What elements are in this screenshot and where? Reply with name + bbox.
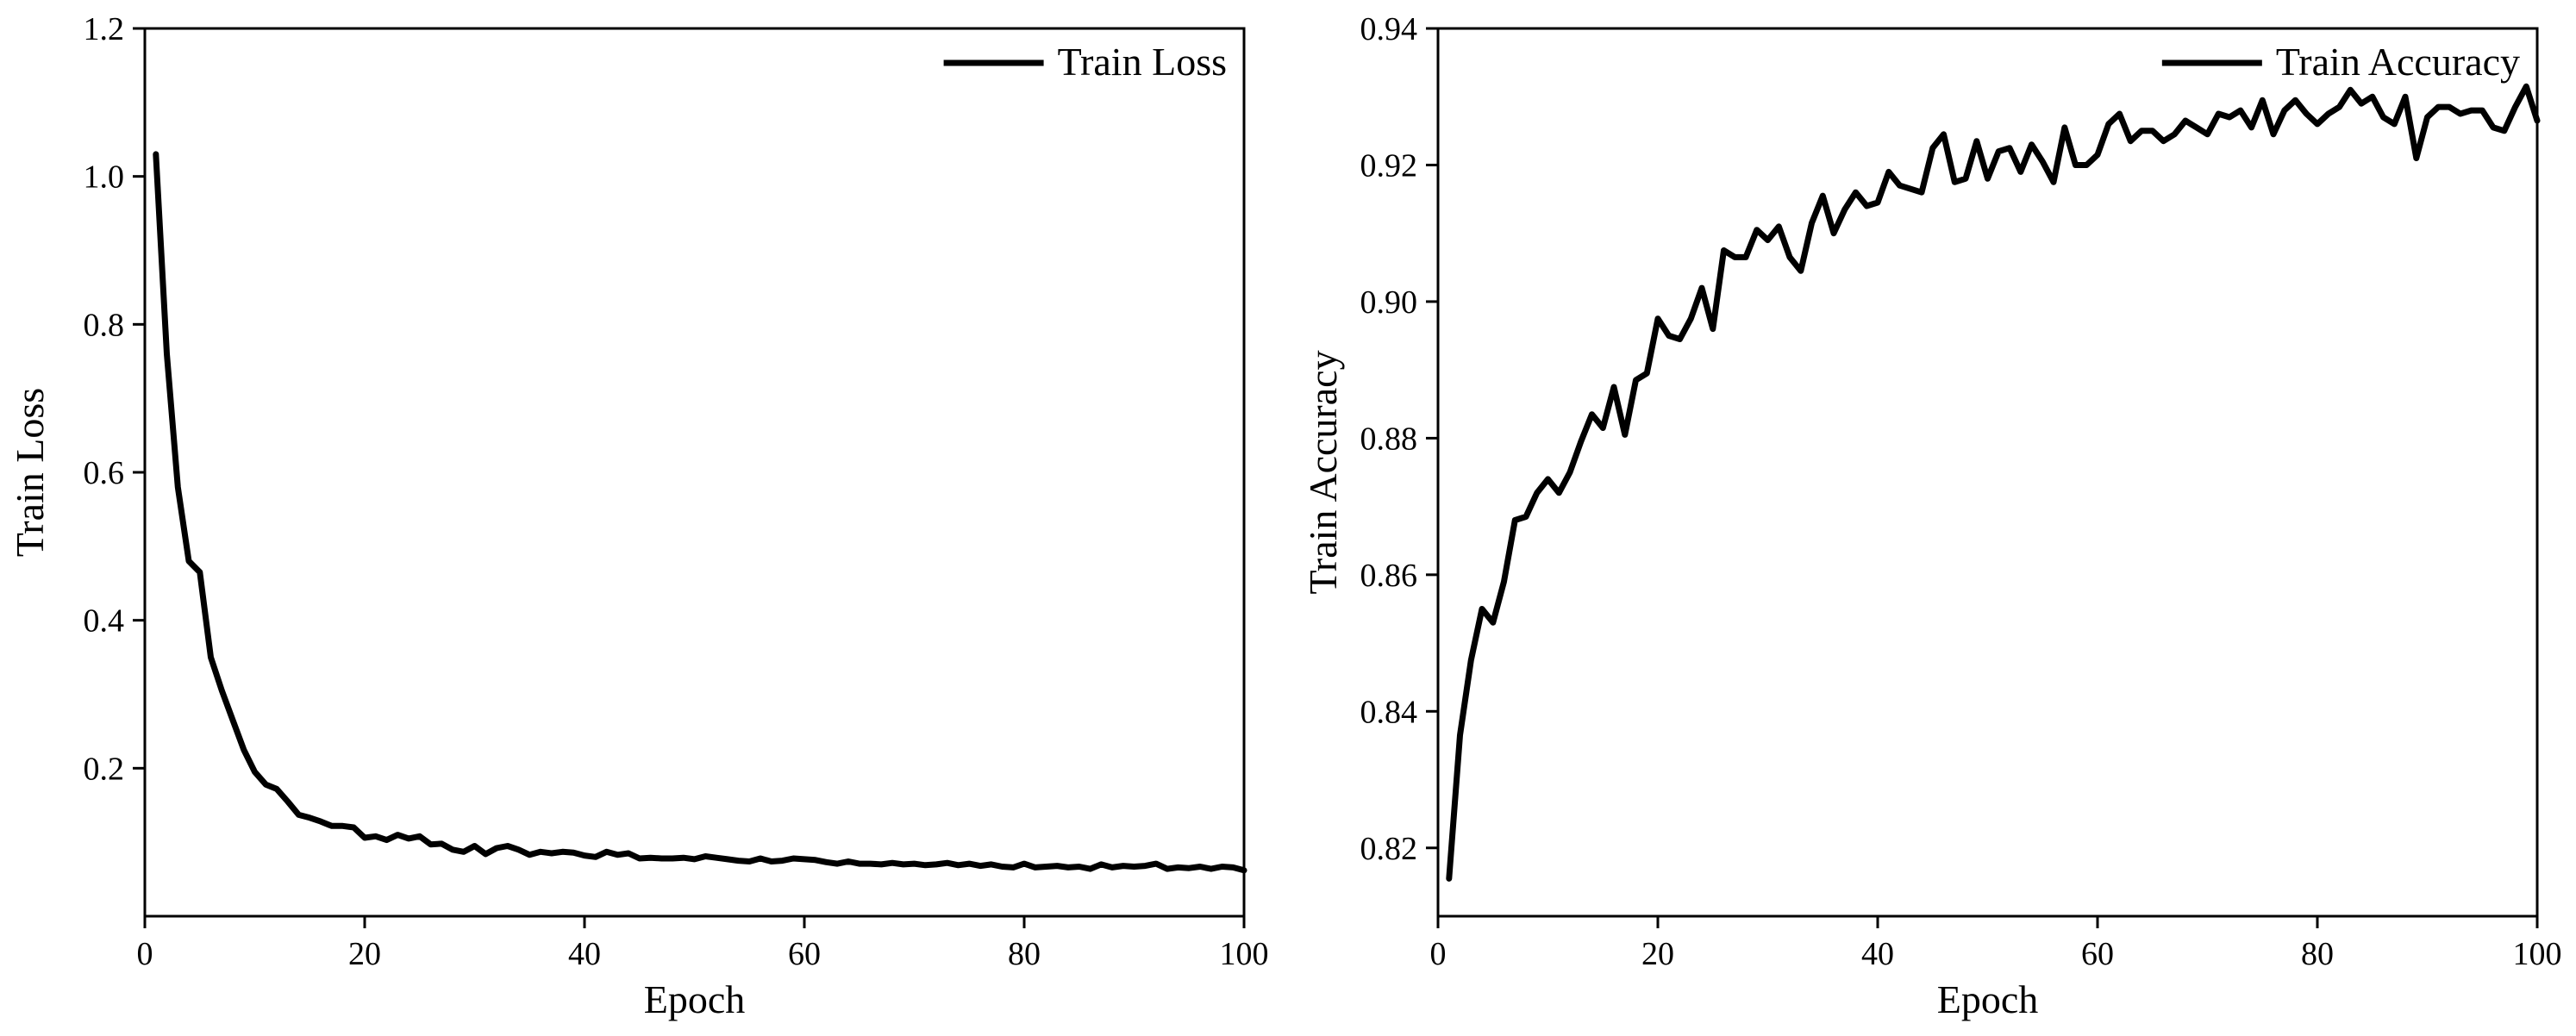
chart-panel-2: 0 20 40 60 80 100 0.82 0.84 0.86 0.88 0.90 0.92 0.94… <box>1301 11 2562 1021</box>
x-tick-label: 0 <box>1430 936 1447 972</box>
series-line-1 <box>153 151 1247 874</box>
x-tick-label: 60 <box>788 936 821 972</box>
x-tick-label: 20 <box>1641 936 1674 972</box>
y-tick-label: 1.0 <box>84 159 125 196</box>
x-axis-title: Epoch <box>1937 977 2039 1021</box>
plot-frame <box>143 27 1246 918</box>
x-tick-label: 60 <box>2081 936 2114 972</box>
plot-frame <box>1436 27 2539 918</box>
x-tick-label: 100 <box>1220 936 1269 972</box>
y-tick-label: 0.6 <box>84 455 125 491</box>
y-tick-label: 0.82 <box>1360 831 1418 867</box>
y-tick-label: 0.4 <box>84 603 125 640</box>
x-tick-label: 80 <box>1008 936 1041 972</box>
y-tick-label: 0.92 <box>1360 147 1418 184</box>
y-axis-title: Train Loss <box>8 388 52 557</box>
y-tick-label: 1.2 <box>84 11 125 47</box>
y-tick-label: 0.86 <box>1360 558 1418 594</box>
x-tick-label: 100 <box>2513 936 2562 972</box>
y-tick-label: 0.88 <box>1360 421 1418 457</box>
x-tick-label: 0 <box>137 936 153 972</box>
x-tick-label: 40 <box>1861 936 1894 972</box>
legend-label: Train Loss <box>1058 40 1227 84</box>
y-tick-label: 0.2 <box>84 751 125 787</box>
y-tick-label: 0.90 <box>1360 284 1418 321</box>
series-line-1 <box>1446 83 2541 882</box>
x-tick-label: 40 <box>568 936 601 972</box>
y-axis-title: Train Accuracy <box>1301 350 1345 594</box>
chart-panel-1: 0 20 40 60 80 100 0.2 0.4 0.6 0.8 1.0 1.2 Epoch Train… <box>8 11 1269 1021</box>
x-axis-title: Epoch <box>644 977 746 1021</box>
x-tick-label: 20 <box>348 936 381 972</box>
x-tick-label: 80 <box>2301 936 2334 972</box>
y-tick-label: 0.84 <box>1360 694 1418 730</box>
legend-label: Train Accuracy <box>2276 40 2520 84</box>
y-tick-label: 0.8 <box>84 307 125 343</box>
y-tick-label: 0.94 <box>1360 11 1418 47</box>
